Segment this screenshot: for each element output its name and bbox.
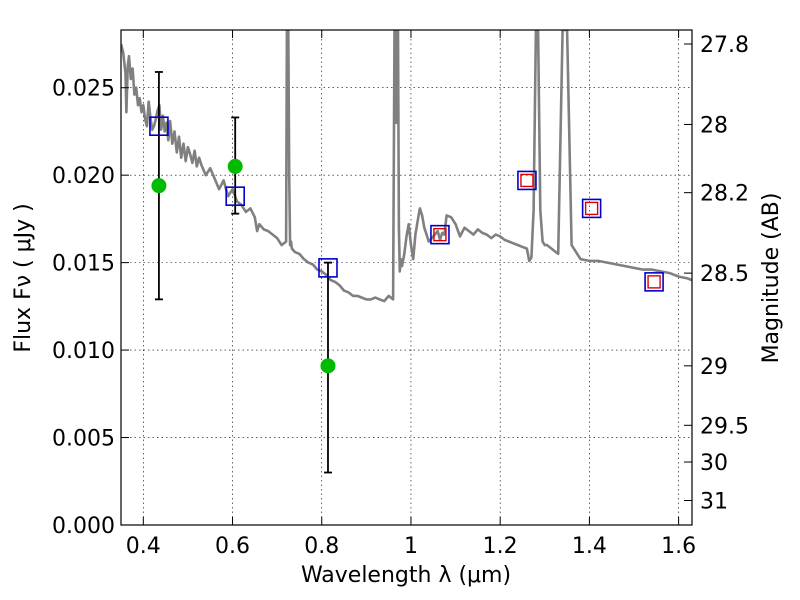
model-photometry-marker [430,224,450,245]
model-photometry-marker [318,258,338,278]
grid-lines [121,30,692,526]
y-tick-label: 0.020 [52,164,115,189]
y2-tick-label: 30 [700,451,728,476]
x-tick-labels: 0.4 0.6 0.8 1 1.2 1.4 1.6 [126,534,696,559]
x-tick-label: 0.8 [304,534,339,559]
observed-point [320,358,336,374]
spectrum-line [121,30,692,303]
axis-ticks [121,30,692,526]
model-spectrum [121,30,692,303]
x-tick-label: 1 [404,534,418,559]
x-tick-label: 1.4 [572,534,607,559]
observed-ir-marker [433,227,447,242]
model-photometry-marker [225,186,245,206]
y-tick-labels: 0.000 0.005 0.010 0.015 0.020 0.025 [52,77,115,539]
x-tick-label: 1.2 [483,534,518,559]
y-tick-label: 0.010 [52,339,115,364]
y2-tick-label: 28 [700,113,728,138]
y-tick-label: 0.015 [52,252,115,277]
x-tick-label: 0.6 [215,534,250,559]
y2-tick-label: 28.2 [700,182,749,207]
observed-point [227,158,243,174]
y2-tick-label: 27.8 [700,33,749,58]
plot-frame [120,29,693,526]
observed-ir-marker [647,275,661,289]
observed-point [151,178,167,194]
x-tick-label: 0.4 [126,534,161,559]
observed-ir-marker [584,201,599,216]
y-tick-label: 0.000 [52,514,115,539]
model-photometry-marker [644,272,664,292]
y2-tick-labels: 27.8 28 28.2 28.5 29 29.5 30 31 [700,33,749,515]
y-axis-label: Flux Fν ( μJy ) [11,203,36,352]
x-axis-label: Wavelength λ (μm) [301,563,511,588]
error-bars [154,71,332,474]
markers [149,116,664,374]
y2-tick-label: 29.5 [700,414,749,439]
model-photometry-marker [517,170,537,191]
y2-tick-label: 29 [700,355,728,380]
model-photometry-marker [581,198,602,219]
y-tick-label: 0.025 [52,77,115,102]
y-tick-label: 0.005 [52,427,115,452]
model-photometry-marker [149,116,169,137]
y2-tick-label: 28.5 [700,262,749,287]
x-tick-label: 1.6 [661,534,696,559]
y2-tick-label: 31 [700,490,728,515]
observed-ir-marker [520,173,534,188]
y2-axis-label: Magnitude (AB) [759,193,784,364]
